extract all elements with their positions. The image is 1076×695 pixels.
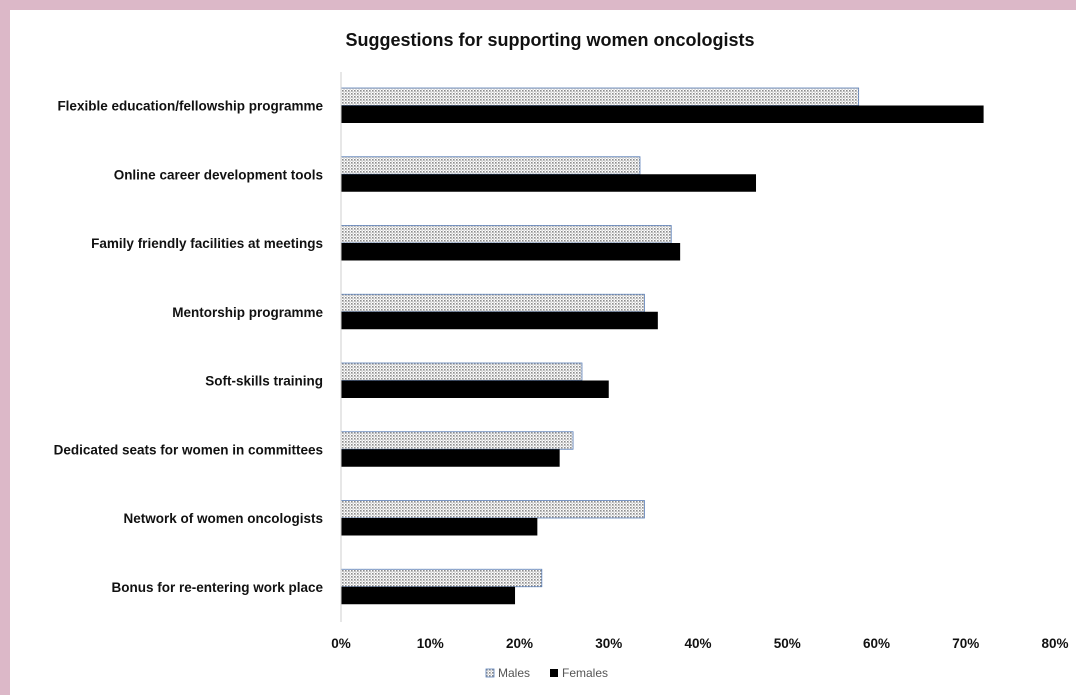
x-tick-label: 20% bbox=[506, 636, 533, 651]
chart-title: Suggestions for supporting women oncolog… bbox=[345, 30, 755, 50]
x-tick-label: 0% bbox=[331, 636, 351, 651]
bar-females bbox=[341, 311, 658, 330]
category-label: Flexible education/fellowship programme bbox=[57, 99, 323, 114]
bar-males bbox=[340, 225, 672, 244]
bar-males bbox=[340, 156, 641, 175]
x-tick-labels: 0% 10% 20% 30% 40% 50% 60% 70% 80% bbox=[331, 636, 1068, 651]
category-labels: Flexible education/fellowship programme O… bbox=[54, 99, 324, 595]
legend: Males Females bbox=[485, 666, 608, 680]
bar-females bbox=[341, 518, 538, 536]
bar-females bbox=[341, 449, 560, 467]
x-tick-label: 50% bbox=[774, 636, 801, 651]
bar-females bbox=[341, 586, 516, 605]
bar-males bbox=[340, 500, 645, 519]
category-label: Soft-skills training bbox=[205, 374, 323, 389]
category-label: Mentorship programme bbox=[172, 305, 323, 320]
bar-males bbox=[340, 293, 645, 313]
category-label: Network of women oncologists bbox=[123, 511, 323, 526]
bar-females bbox=[341, 105, 984, 123]
bar-males bbox=[340, 431, 574, 450]
bar-females bbox=[341, 380, 609, 398]
bar-males bbox=[340, 568, 543, 588]
x-tick-label: 60% bbox=[863, 636, 890, 651]
legend-swatch-males bbox=[485, 668, 495, 678]
x-tick-label: 80% bbox=[1041, 636, 1068, 651]
bar-males bbox=[340, 87, 860, 106]
category-label: Family friendly facilities at meetings bbox=[91, 236, 323, 251]
category-label: Dedicated seats for women in committees bbox=[54, 442, 323, 457]
chart-frame bbox=[10, 10, 1076, 695]
bars-group bbox=[340, 87, 984, 605]
x-tick-label: 40% bbox=[684, 636, 711, 651]
bar-females bbox=[341, 243, 681, 261]
legend-label-females: Females bbox=[562, 666, 608, 680]
category-label: Online career development tools bbox=[114, 167, 323, 182]
category-label: Bonus for re-entering work place bbox=[111, 580, 323, 595]
bar-females bbox=[341, 174, 757, 192]
legend-label-males: Males bbox=[498, 666, 530, 680]
bar-males bbox=[340, 362, 583, 381]
x-tick-label: 70% bbox=[952, 636, 979, 651]
legend-swatch-females bbox=[550, 669, 558, 677]
x-tick-label: 10% bbox=[417, 636, 444, 651]
x-tick-label: 30% bbox=[595, 636, 622, 651]
